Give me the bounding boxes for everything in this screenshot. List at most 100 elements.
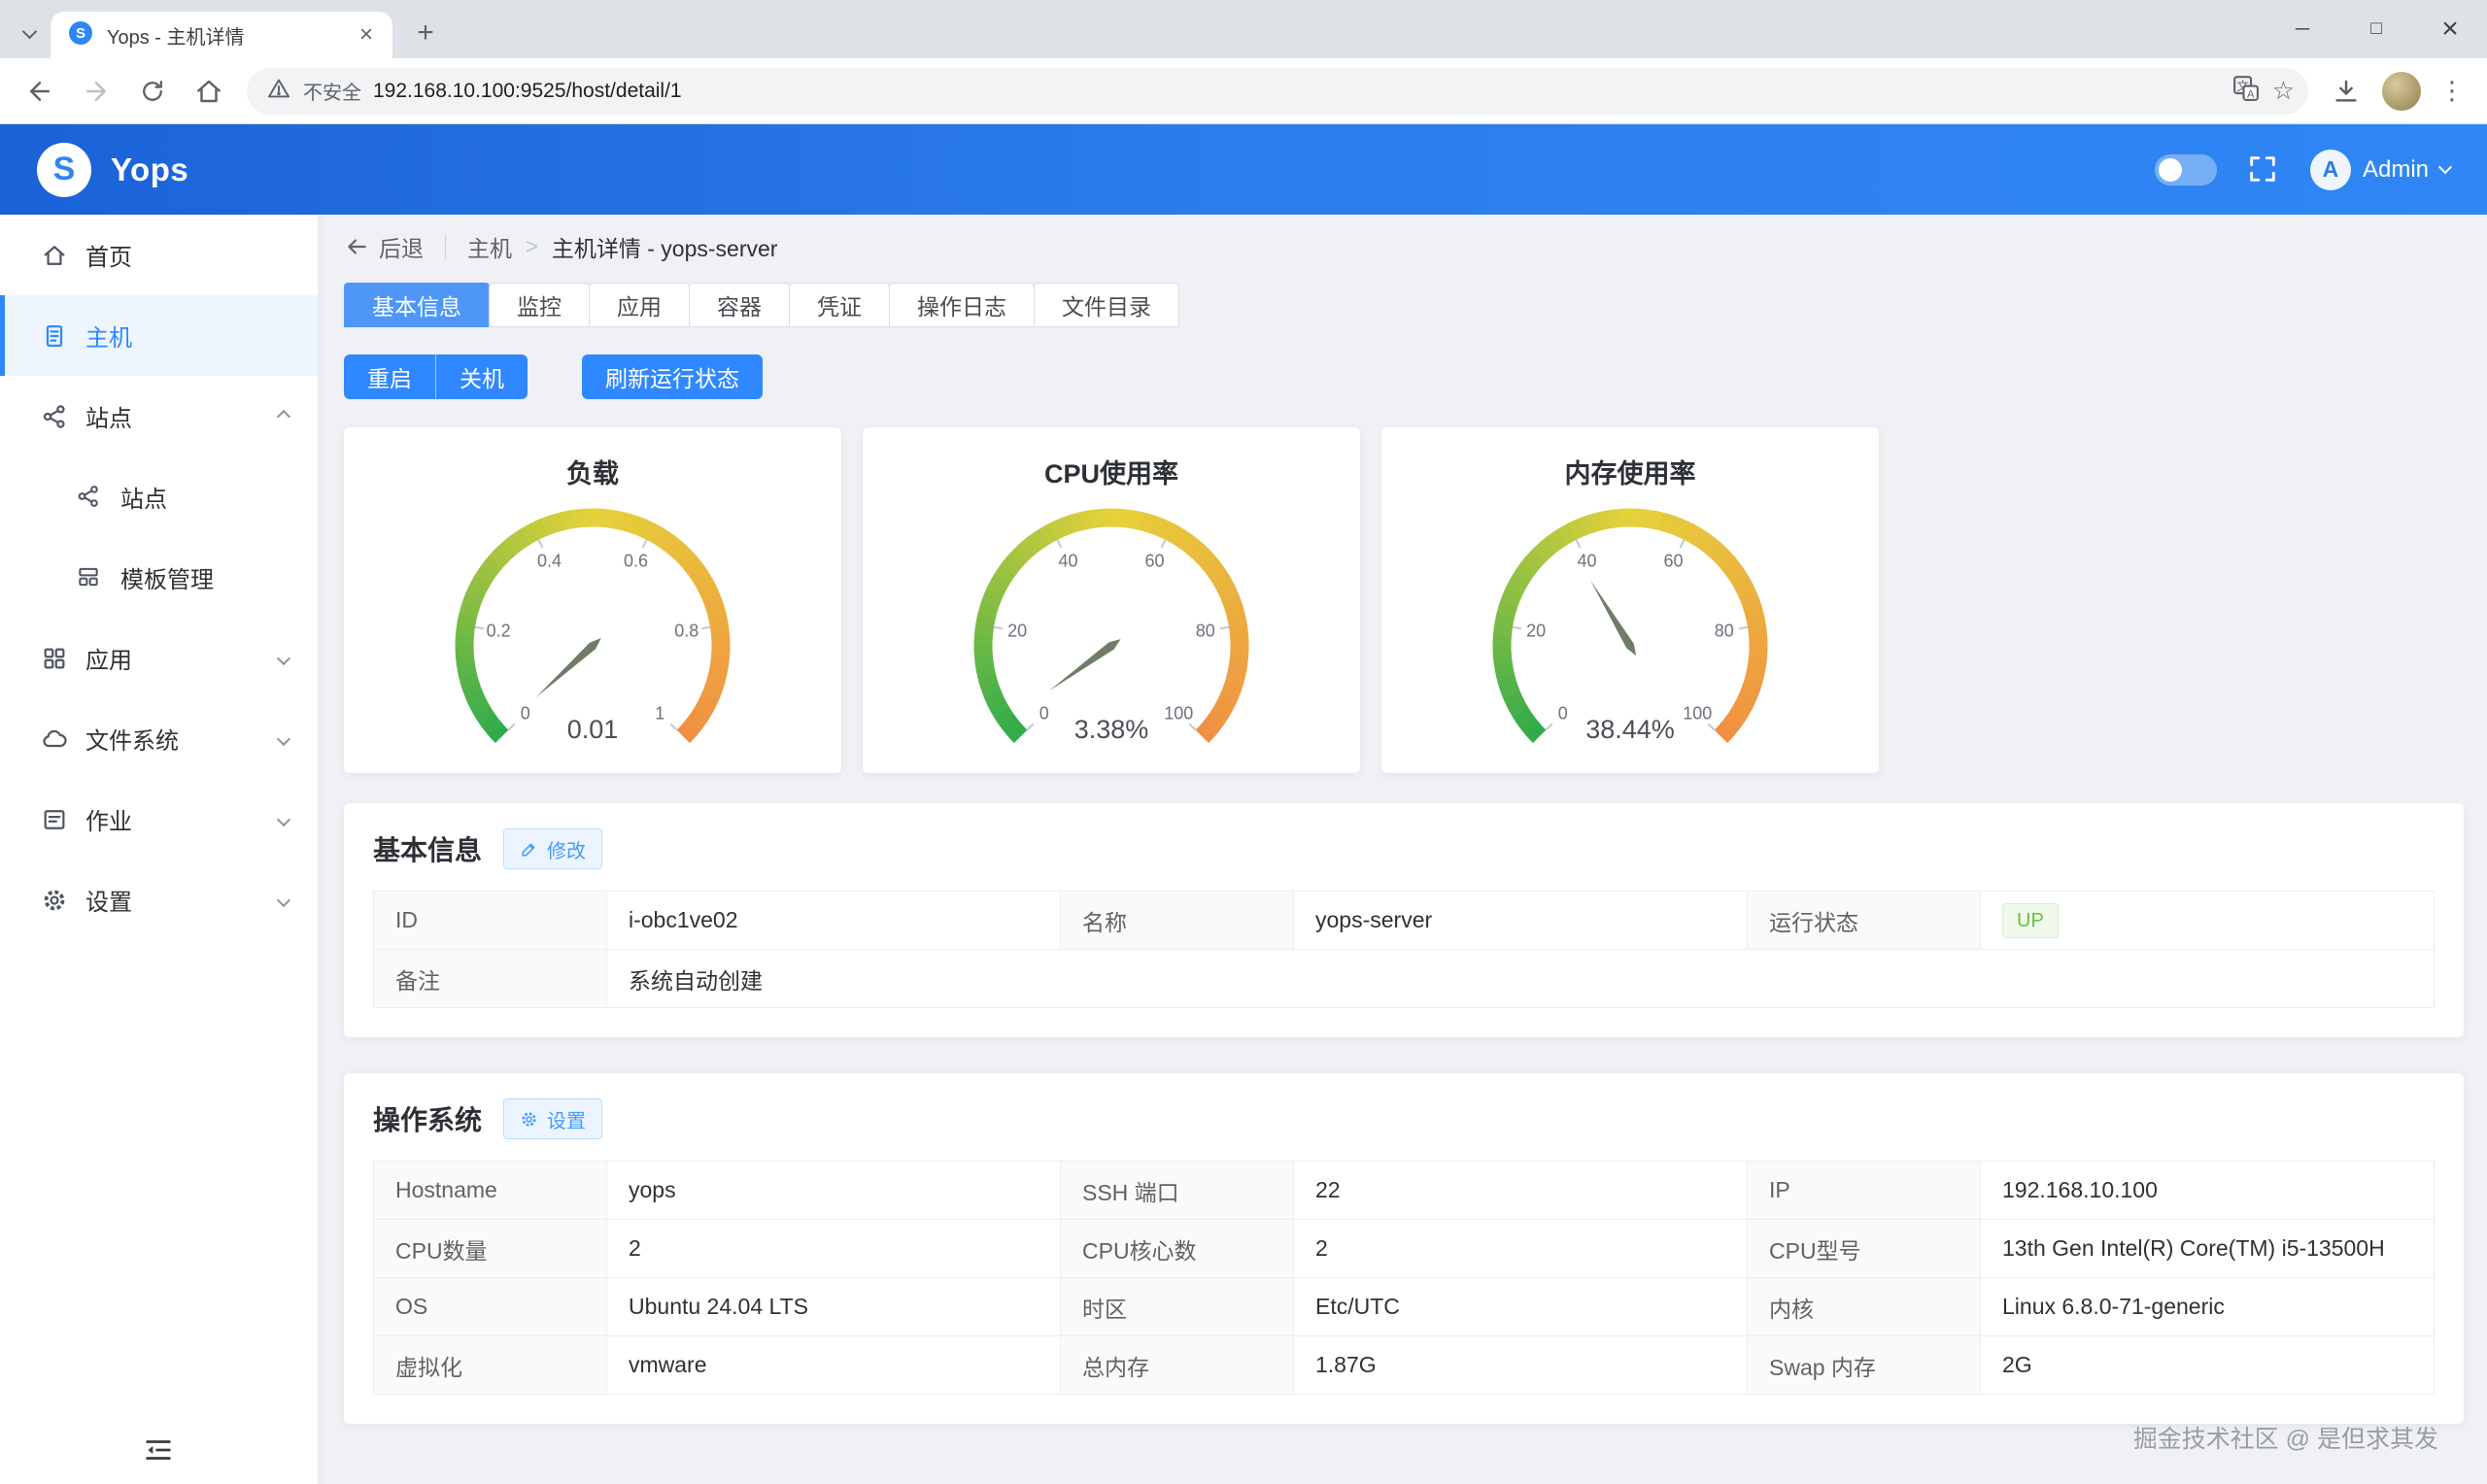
memory-gauge-card: 内存使用率 0 20 40 60 80 100 38.44% [1381, 427, 1879, 773]
chevron-down-icon [276, 893, 291, 907]
site-icon [76, 484, 103, 511]
user-name: Admin [2362, 155, 2429, 183]
refresh-icon[interactable] [126, 65, 179, 118]
back-arrow-icon [348, 239, 366, 254]
field-label: CPU核心数 [1060, 1219, 1294, 1278]
sidebar: 首页 主机 站点 站点 [0, 215, 318, 1484]
svg-text:60: 60 [1663, 552, 1683, 571]
sidebar-item-label: 站点 [120, 487, 167, 513]
theme-toggle[interactable] [2154, 153, 2217, 186]
gauge-title: CPU使用率 [1043, 459, 1178, 489]
restart-button[interactable]: 重启 [344, 354, 435, 399]
browser-tab[interactable]: S Yops - 主机详情 × [51, 12, 392, 58]
tab-monitoring[interactable]: 监控 [489, 283, 590, 327]
security-label[interactable]: 不安全 [303, 83, 361, 104]
back-button[interactable]: 后退 [344, 230, 424, 263]
tab-file-directory[interactable]: 文件目录 [1034, 283, 1179, 327]
sidebar-collapse-icon[interactable] [142, 1433, 175, 1467]
refresh-status-button[interactable]: 刷新运行状态 [582, 354, 763, 399]
gauge-arc [973, 508, 1249, 744]
sidebar-item-applications[interactable]: 应用 [0, 618, 318, 698]
gauge-arc [455, 508, 731, 744]
yops-favicon-icon: S [68, 20, 93, 51]
window-minimize-icon[interactable]: ─ [2295, 17, 2310, 40]
jobs-icon [41, 806, 68, 833]
url-text[interactable]: 192.168.10.100:9525/host/detail/1 [373, 79, 682, 102]
sidebar-item-label: 站点 [85, 406, 132, 432]
field-value: 192.168.10.100 [1980, 1161, 2435, 1220]
download-icon[interactable] [2320, 65, 2372, 118]
breadcrumb-separator: > [526, 234, 538, 258]
field-label: Swap 内存 [1747, 1335, 1981, 1395]
breadcrumb-section[interactable]: 主机 [467, 236, 512, 261]
sidebar-item-label: 应用 [85, 648, 132, 674]
host-icon [41, 322, 68, 350]
sidebar-item-sites[interactable]: 站点 [0, 456, 318, 537]
home-icon [41, 242, 68, 269]
gauge-needle [535, 638, 601, 698]
tab-basic-info[interactable]: 基本信息 [344, 283, 490, 327]
tab-credentials[interactable]: 凭证 [789, 283, 890, 327]
basic-info-section: 基本信息 修改 ID i-obc1ve02 名称 yops-server [344, 803, 2464, 1037]
sidebar-item-settings[interactable]: 设置 [0, 860, 318, 940]
svg-text:A: A [2247, 89, 2255, 101]
field-value: 2 [606, 1219, 1061, 1278]
sidebar-item-label: 首页 [85, 245, 132, 271]
browser-profile-avatar[interactable] [2382, 71, 2421, 111]
watermark: 掘金技术社区 @ 是但求其发 [2132, 1426, 2438, 1453]
sidebar-item-label: 主机 [85, 325, 132, 352]
section-title: 操作系统 [373, 1105, 483, 1135]
field-value: UP [1980, 891, 2435, 950]
os-settings-button[interactable]: 设置 [503, 1098, 603, 1139]
tab-applications[interactable]: 应用 [589, 283, 690, 327]
sidebar-item-template-management[interactable]: 模板管理 [0, 537, 318, 618]
back-icon[interactable] [14, 65, 66, 118]
field-value: Etc/UTC [1293, 1277, 1748, 1336]
field-label: ID [373, 891, 607, 950]
window-maximize-icon[interactable]: □ [2370, 18, 2382, 39]
svg-text:0.6: 0.6 [624, 552, 648, 571]
edit-button[interactable]: 修改 [503, 828, 603, 869]
load-gauge-chart: 0 0.2 0.4 0.6 0.8 1 0.01 [455, 508, 731, 744]
svg-text:100: 100 [1683, 703, 1712, 723]
action-buttons: 重启 关机 刷新运行状态 [344, 354, 2464, 399]
sidebar-item-host[interactable]: 主机 [0, 295, 318, 376]
field-label: 内核 [1747, 1277, 1981, 1336]
tab-operation-log[interactable]: 操作日志 [889, 283, 1035, 327]
field-label: SSH 端口 [1060, 1161, 1294, 1220]
shutdown-button[interactable]: 关机 [435, 354, 528, 399]
bookmark-star-icon[interactable]: ☆ [2271, 76, 2295, 105]
table-row: ID i-obc1ve02 名称 yops-server 运行状态 UP [373, 891, 2435, 950]
browser-menu-icon[interactable]: ⋮ [2439, 76, 2465, 105]
sidebar-item-home[interactable]: 首页 [0, 215, 318, 295]
sidebar-item-filesystem[interactable]: 文件系统 [0, 698, 318, 779]
svg-text:0: 0 [1039, 703, 1049, 723]
sidebar-item-sites-group[interactable]: 站点 [0, 376, 318, 456]
home-icon[interactable] [183, 65, 235, 118]
field-value: 2 [1293, 1219, 1748, 1278]
breadcrumb: 后退 主机 > 主机详情 - yops-server [344, 230, 2464, 263]
chevron-up-icon [276, 409, 291, 423]
field-value: yops-server [1293, 891, 1748, 950]
chevron-down-icon [276, 731, 291, 746]
site-icon [41, 403, 68, 430]
cpu-gauge-card: CPU使用率 0 20 40 60 80 100 3.38% [863, 427, 1360, 773]
main-content: 后退 主机 > 主机详情 - yops-server 基本信息 监控 应用 容器… [318, 215, 2487, 1484]
gauge-tick-labels: 0 20 40 60 80 100 [1512, 539, 1749, 731]
svg-text:80: 80 [1715, 622, 1734, 641]
tab-search-chevron-icon[interactable] [16, 17, 43, 45]
window-close-icon[interactable]: × [2441, 13, 2459, 45]
browser-tab-strip: S Yops - 主机详情 × + ─ □ × [0, 0, 2487, 58]
field-label: 备注 [373, 949, 607, 1008]
user-menu[interactable]: A Admin [2309, 149, 2453, 190]
fullscreen-icon[interactable] [2246, 152, 2281, 187]
tab-containers[interactable]: 容器 [689, 283, 790, 327]
svg-text:0.8: 0.8 [674, 622, 698, 641]
new-tab-button[interactable]: + [417, 17, 434, 49]
basic-info-table: ID i-obc1ve02 名称 yops-server 运行状态 UP 备注 … [373, 891, 2435, 1008]
forward-icon[interactable] [70, 65, 122, 118]
tab-close-icon[interactable]: × [358, 21, 373, 48]
sidebar-item-jobs[interactable]: 作业 [0, 779, 318, 860]
